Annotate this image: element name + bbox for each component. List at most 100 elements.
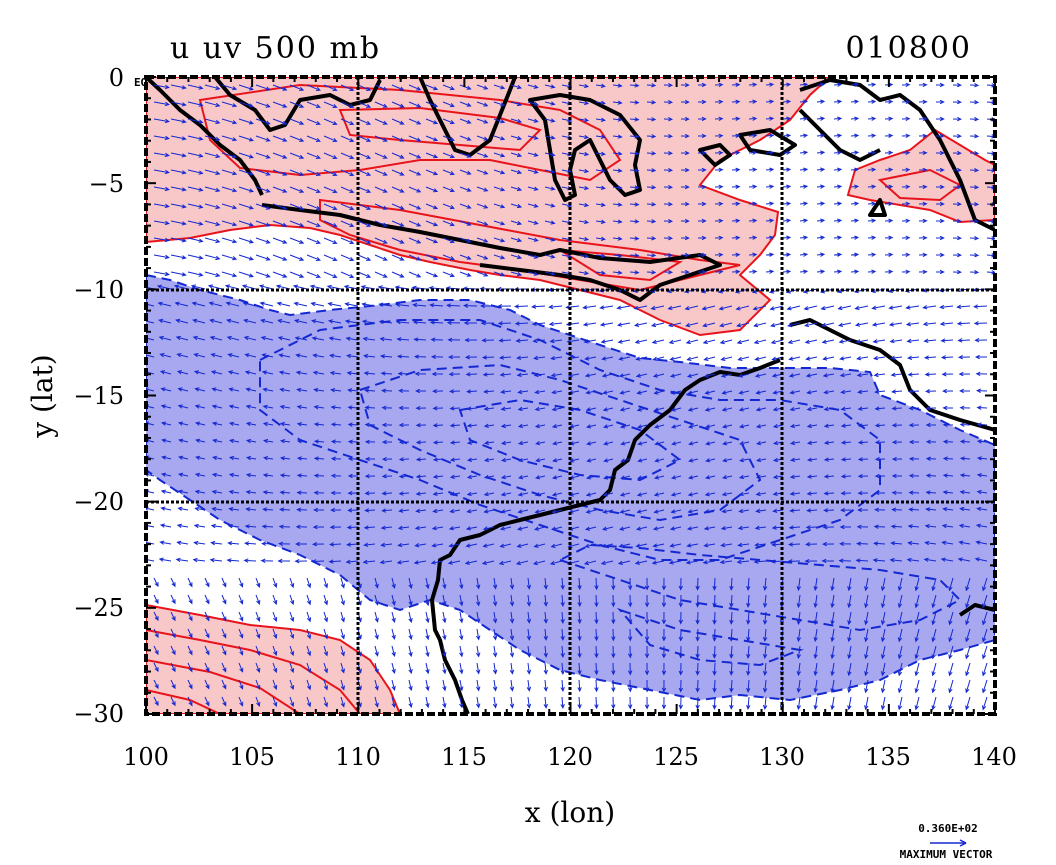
- wind-vector: [429, 303, 444, 308]
- wind-vector: [176, 523, 189, 529]
- wind-vector: [238, 679, 244, 690]
- wind-vector: [601, 356, 614, 361]
- wind-vector: [391, 577, 396, 590]
- wind-vector: [255, 203, 271, 210]
- wind-vector: [210, 370, 223, 375]
- wind-vector: [816, 82, 826, 87]
- wind-vector: [296, 490, 308, 495]
- wind-vector: [255, 186, 271, 193]
- wind-vector: [646, 185, 657, 190]
- wind-vector: [897, 577, 903, 592]
- wind-vector: [527, 203, 539, 208]
- x-axis-label: x (lon): [525, 796, 615, 829]
- wind-vector: [880, 679, 886, 694]
- wind-vector: [204, 645, 210, 656]
- wind-vector: [806, 390, 818, 395]
- wind-vector: [340, 220, 355, 227]
- wind-vector: [931, 662, 937, 677]
- wind-vector: [323, 203, 338, 210]
- wind-vector: [357, 203, 372, 210]
- wind-vector: [534, 492, 546, 497]
- wind-vector: [918, 218, 928, 224]
- wind-vector: [306, 135, 321, 142]
- wind-vector: [585, 390, 597, 395]
- wind-vector: [364, 508, 376, 513]
- x-tick-label: 140: [971, 743, 1017, 771]
- wind-vector: [925, 507, 937, 512]
- wind-vector: [174, 301, 189, 307]
- wind-vector: [629, 236, 640, 241]
- wind-vector: [789, 390, 801, 395]
- wind-vector: [323, 152, 338, 159]
- wind-vector: [459, 186, 472, 192]
- wind-vector: [975, 371, 988, 377]
- wind-vector: [582, 322, 597, 327]
- wind-vector: [258, 284, 274, 290]
- wind-vector: [652, 543, 665, 548]
- wind-vector: [459, 203, 472, 209]
- wind-vector: [651, 560, 665, 565]
- wind-vector: [973, 321, 988, 326]
- wind-vector: [856, 524, 869, 530]
- wind-vector: [731, 235, 741, 240]
- wind-vector: [688, 441, 699, 446]
- wind-vector: [584, 543, 597, 548]
- wind-vector: [430, 337, 444, 342]
- wind-vector: [738, 491, 750, 497]
- wind-vector: [158, 318, 172, 324]
- wind-vector: [535, 441, 546, 446]
- wind-vector: [378, 319, 393, 325]
- wind-vector: [965, 577, 971, 592]
- wind-vector: [289, 611, 295, 623]
- wind-vector: [289, 645, 295, 657]
- wind-vector: [820, 322, 835, 328]
- wind-vector: [952, 133, 962, 139]
- wind-vector: [347, 405, 359, 410]
- wind-vector: [177, 421, 189, 426]
- wind-vector: [340, 645, 345, 657]
- wind-vector: [965, 611, 971, 626]
- wind-vector: [221, 628, 227, 639]
- wind-vector: [839, 541, 852, 547]
- x-tick-label: 115: [441, 743, 487, 771]
- wind-vector: [714, 150, 724, 156]
- wind-vector: [414, 371, 427, 377]
- wind-vector: [340, 594, 345, 606]
- wind-vector: [847, 611, 852, 626]
- wind-vector: [532, 338, 546, 344]
- wind-vector: [874, 406, 886, 411]
- wind-vector: [425, 118, 439, 125]
- wind-vector: [874, 473, 886, 479]
- wind-vector: [313, 490, 325, 495]
- wind-vector: [514, 304, 529, 309]
- wind-vector: [310, 301, 325, 307]
- wind-vector: [646, 117, 657, 122]
- wind-vector: [295, 353, 308, 358]
- wind-vector: [654, 441, 665, 446]
- wind-vector: [914, 645, 920, 660]
- wind-vector: [260, 336, 274, 341]
- wind-vector: [442, 84, 455, 91]
- wind-vector: [544, 152, 556, 157]
- wind-vector: [459, 271, 472, 277]
- wind-vector: [931, 611, 937, 626]
- wind-vector: [210, 353, 223, 358]
- wind-vector: [306, 237, 321, 244]
- wind-vector: [204, 577, 210, 588]
- wind-vector: [221, 203, 238, 210]
- wind-vector: [242, 301, 257, 307]
- wind-vector: [646, 168, 657, 173]
- wind-vector: [599, 322, 614, 327]
- wind-vector: [680, 252, 690, 258]
- wind-vector: [595, 168, 606, 173]
- wind-vector: [244, 524, 257, 529]
- wind-vector: [636, 424, 648, 429]
- wind-vector: [262, 473, 274, 478]
- wind-vector: [678, 611, 684, 625]
- wind-vector: [890, 355, 903, 361]
- wind-vector: [959, 456, 971, 461]
- wind-vector: [560, 679, 565, 693]
- wind-vector: [306, 254, 321, 261]
- wind-vector: [408, 101, 422, 108]
